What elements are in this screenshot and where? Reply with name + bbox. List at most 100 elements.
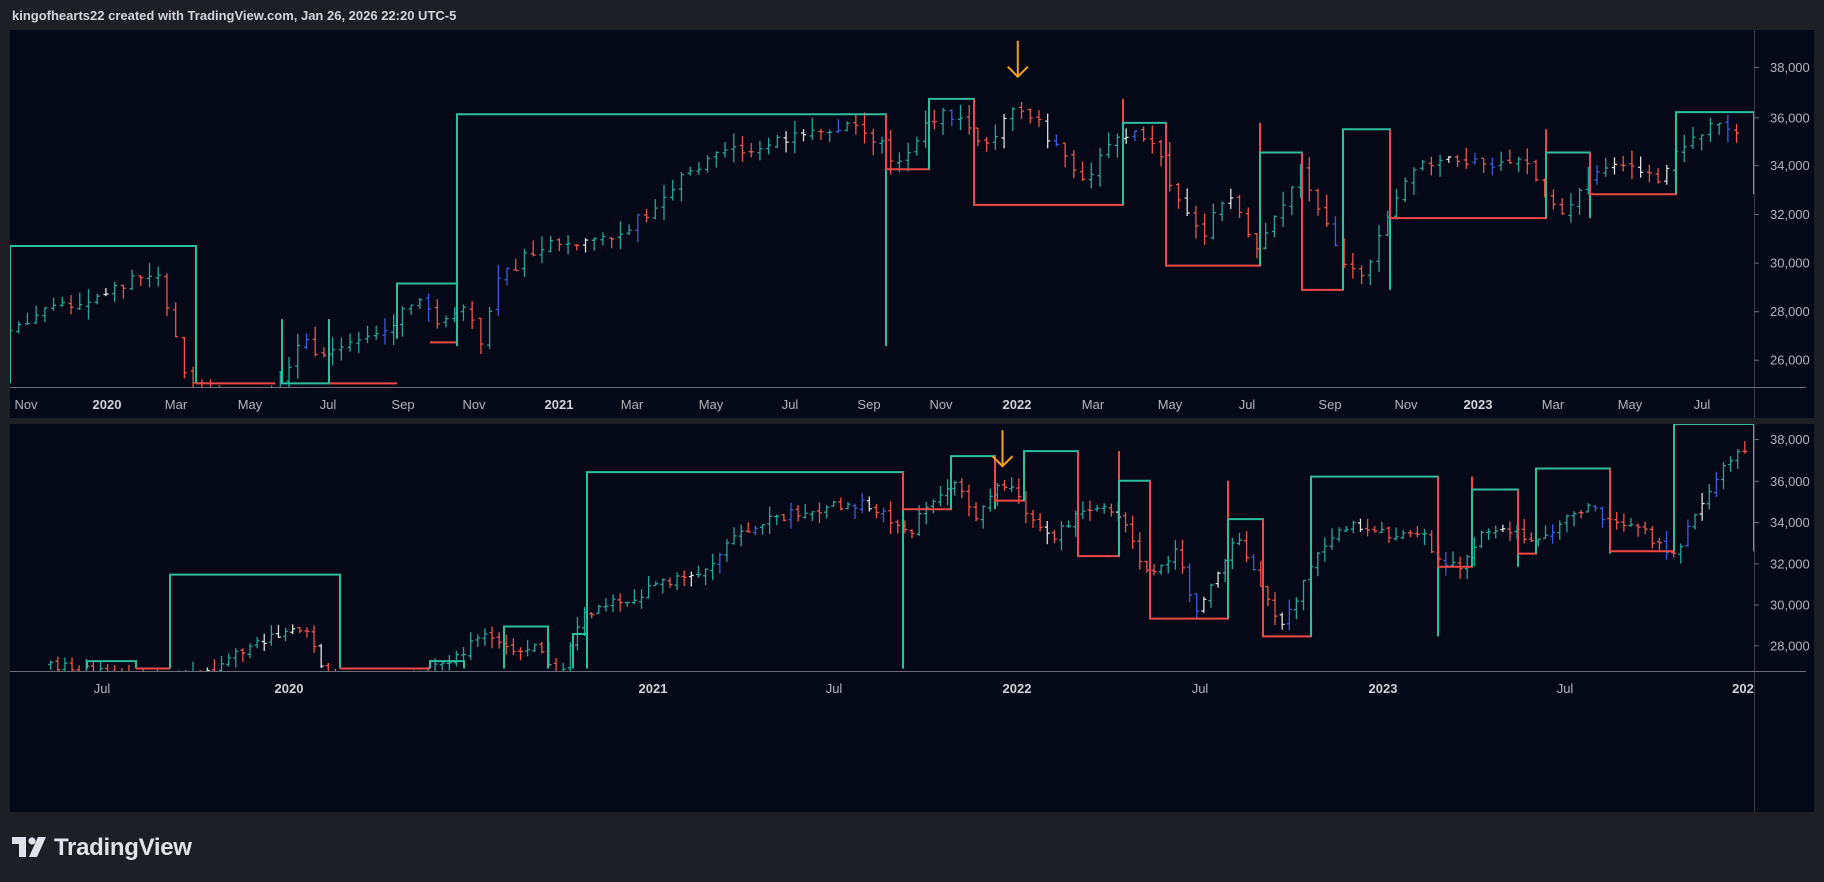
y-tick-label: 38,000 xyxy=(1770,60,1810,75)
price-bar xyxy=(1372,526,1378,533)
x-tick-label: Mar xyxy=(1542,397,1565,412)
price-bar xyxy=(340,679,345,692)
price-bar xyxy=(275,625,281,639)
price-bar xyxy=(916,505,922,536)
price-bar xyxy=(681,570,687,587)
price-bar xyxy=(957,104,963,131)
y-tick-label: 32,000 xyxy=(1770,207,1810,222)
price-bar xyxy=(219,655,225,671)
price-bar xyxy=(112,665,116,671)
price-bar xyxy=(1114,133,1120,158)
price-bar xyxy=(330,337,336,366)
price-bar xyxy=(1376,225,1382,273)
price-bar xyxy=(1685,519,1691,547)
price-bar xyxy=(1306,157,1312,202)
breakout-box xyxy=(1122,121,1167,205)
chart-pane-top[interactable]: 26,000 28,000 30,000 32,000 34,000 36,000 38,0… xyxy=(10,30,1814,418)
breakout-box xyxy=(586,471,904,669)
price-bar xyxy=(148,677,153,686)
price-bar xyxy=(147,263,153,288)
price-bar xyxy=(1062,142,1068,168)
price-bar xyxy=(1130,515,1136,549)
breakout-box xyxy=(429,660,465,669)
price-bar xyxy=(945,479,951,506)
price-bar xyxy=(609,237,615,249)
breakout-box xyxy=(10,244,197,384)
price-bar xyxy=(781,513,787,522)
price-bar xyxy=(835,119,841,133)
chart-top-svg: 26,000 28,000 30,000 32,000 34,000 36,000 38,0… xyxy=(10,30,1810,418)
price-bar xyxy=(192,661,194,671)
breakout-box xyxy=(503,625,549,669)
price-bar xyxy=(1725,114,1731,143)
price-bar xyxy=(661,184,667,221)
price-bar xyxy=(788,502,794,529)
price-bar xyxy=(660,578,666,594)
price-bar xyxy=(1251,554,1257,571)
price-bar xyxy=(591,237,597,251)
price-bar xyxy=(169,679,174,690)
price-bar xyxy=(55,656,61,671)
price-bar xyxy=(338,337,344,361)
price-bar xyxy=(844,121,850,132)
price-bar xyxy=(980,505,986,529)
price-bar xyxy=(1507,521,1513,542)
price-bar xyxy=(674,572,680,591)
price-bar xyxy=(312,326,318,357)
price-bar xyxy=(1151,564,1157,576)
price-bar xyxy=(931,109,937,130)
price-bar xyxy=(644,208,650,223)
price-bar xyxy=(138,275,144,287)
price-bar xyxy=(1550,189,1556,210)
price-bar xyxy=(190,366,196,387)
price-bar xyxy=(1678,543,1684,564)
price-bar xyxy=(105,664,109,671)
price-bar xyxy=(247,643,253,659)
price-bar xyxy=(667,577,673,588)
price-bar xyxy=(1187,563,1193,603)
price-bar xyxy=(1254,233,1260,259)
price-bar xyxy=(1533,159,1539,182)
price-bar xyxy=(33,305,39,324)
x-tick-label: 2023 xyxy=(1369,681,1398,696)
price-bar xyxy=(838,497,844,511)
price-bar xyxy=(696,162,702,175)
price-bar xyxy=(304,627,310,638)
price-bar xyxy=(717,552,723,574)
price-bar xyxy=(539,641,545,654)
price-bar xyxy=(469,300,475,329)
price-bar xyxy=(1734,124,1740,143)
price-bar xyxy=(1577,188,1583,215)
price-bar xyxy=(1357,518,1363,533)
price-bar xyxy=(1638,156,1644,178)
price-bar xyxy=(1655,168,1661,184)
price-bar xyxy=(321,347,327,358)
y-tick-label: 30,000 xyxy=(1770,598,1810,613)
price-bar xyxy=(639,589,645,609)
price-bar xyxy=(129,269,135,291)
price-bar xyxy=(1500,524,1506,533)
price-bar xyxy=(923,110,929,148)
chart-pane-bottom[interactable]: 28,000 30,000 32,000 34,000 36,000 38,000 Jul 2… xyxy=(10,424,1814,812)
price-bar xyxy=(1486,528,1492,541)
price-bar xyxy=(69,657,75,671)
price-bar xyxy=(1051,529,1057,543)
price-bar xyxy=(261,633,267,651)
price-bar xyxy=(495,264,501,317)
price-bar xyxy=(895,519,901,534)
breakout-box xyxy=(1609,468,1675,553)
price-bar xyxy=(254,636,260,649)
price-bar xyxy=(1293,597,1299,620)
price-bar xyxy=(1215,571,1221,588)
price-bar xyxy=(1071,150,1077,179)
price-bar xyxy=(952,480,958,496)
price-bar xyxy=(1699,492,1705,521)
tradingview-logo[interactable]: TradingView xyxy=(12,834,192,862)
price-bar xyxy=(1407,529,1413,538)
price-bar xyxy=(482,628,488,646)
price-bar xyxy=(334,668,337,671)
price-bar xyxy=(1450,551,1456,567)
price-bar xyxy=(475,634,481,647)
price-bar xyxy=(1578,509,1584,519)
price-bar xyxy=(155,266,161,287)
